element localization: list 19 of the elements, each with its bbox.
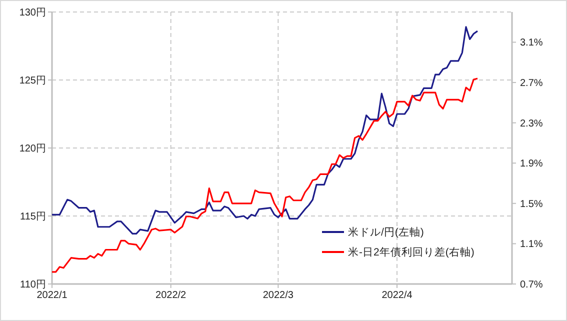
y2-tick-label: 1.1% <box>520 239 543 250</box>
y2-tick-label: 1.9% <box>520 158 543 170</box>
line-series <box>51 78 478 273</box>
y-tick-label: 130円 <box>19 8 46 18</box>
y2-tick-label: 0.7% <box>520 280 543 290</box>
y-tick-label: 110円 <box>20 280 46 290</box>
y-tick-label: 120円 <box>19 144 46 154</box>
y-tick-label: 125円 <box>19 76 46 86</box>
y2-tick-label: 3.1% <box>520 38 543 49</box>
x-tick-label: 2022/4 <box>382 290 413 301</box>
x-tick-label: 2022/2 <box>156 290 187 301</box>
y2-tick-label: 1.5% <box>520 198 543 210</box>
y2-tick-label: 2.3% <box>520 118 543 130</box>
y-tick-label: 115円 <box>20 212 46 222</box>
legend-label: 米ドル/円(左軸) <box>348 226 424 239</box>
x-tick-label: 2022/3 <box>262 290 294 301</box>
x-tick-label: 2022/1 <box>36 290 68 301</box>
y2-tick-label: 2.7% <box>520 78 543 90</box>
legend-label: 米‐日2年債利回り差(右軸) <box>348 246 474 259</box>
